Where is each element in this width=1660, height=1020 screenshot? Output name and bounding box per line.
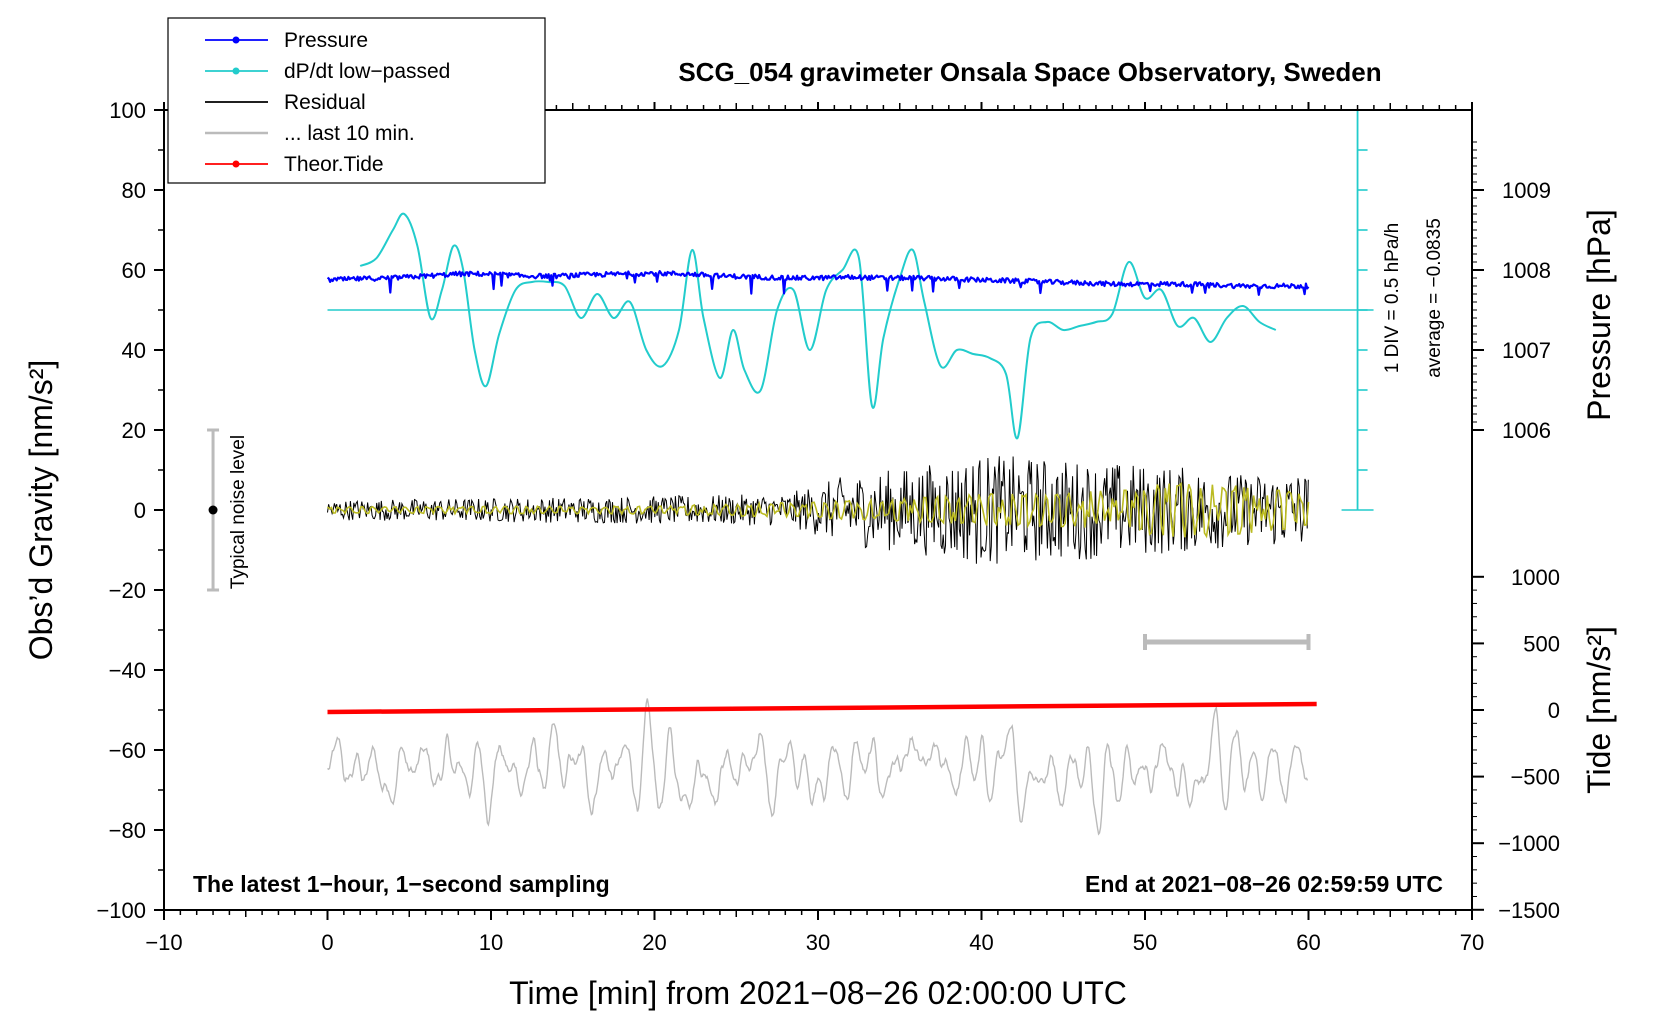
y-tick-label: 100 [109,98,146,123]
axes-layer: −10 0 10 20 30 40 50 60 70100806040200−20−40−60−… [96,98,1560,955]
x-tick-label: 50 [1133,930,1157,955]
legend-label: Residual [284,91,366,114]
y-tick-label: 60 [122,258,146,283]
noise-level-label: Typical noise level [228,435,249,589]
noise-center-dot [208,505,218,515]
y-tick-label: 40 [122,338,146,363]
tide-tick-label: −1000 [1498,831,1560,856]
legend-marker [232,160,240,168]
tide-tick-label: −500 [1510,765,1560,790]
y-tick-label: −80 [109,818,146,843]
series-tide-line [327,701,1317,715]
y-tick-label: −40 [109,658,146,683]
pressure-tick-label: 1009 [1502,178,1551,203]
y-tick-label: 0 [134,498,146,523]
x-tick-label: 70 [1460,930,1484,955]
x-tick-label: 40 [969,930,993,955]
x-tick-label: 0 [321,930,333,955]
tide-tick-label: 0 [1548,698,1560,723]
series-residual-smoothed-line [326,481,1310,539]
x-tick-label: 10 [479,930,503,955]
dpdt-div-label: 1 DIV = 0.5 hPa/h [1382,223,1403,374]
pressure-tick-label: 1006 [1502,418,1551,443]
x-tick-label: −10 [145,930,182,955]
series-last10-line [327,698,1309,836]
y-axis-title-tide: Tide [nm/s²] [1581,626,1617,794]
y-tick-label: −20 [109,578,146,603]
y-tick-label: 80 [122,178,146,203]
x-tick-label: 60 [1296,930,1320,955]
legend-items: Pressure dP/dt low−passed Residual ... last… [205,29,450,176]
chart-title: SCG_054 gravimeter Onsala Space Observat… [678,57,1381,87]
y-tick-label: 20 [122,418,146,443]
series-residual-line [327,456,1309,564]
series-pressure-line [326,270,1310,296]
legend-marker [232,67,240,75]
sampling-note: The latest 1−hour, 1−second sampling [193,871,610,897]
legend-box [167,17,546,184]
y-tick-label: −60 [109,738,146,763]
x-tick-label: 30 [806,930,830,955]
series-layer [207,109,1374,836]
y-tick-label: −100 [96,898,146,923]
end-time-note: End at 2021−08−26 02:59:59 UTC [1085,871,1443,897]
legend-label: Pressure [284,29,368,52]
legend-label: ... last 10 min. [284,122,415,145]
y-axis-title-gravity: Obs’d Gravity [nm/s²] [23,360,59,661]
legend-label: dP/dt low−passed [284,60,450,83]
y-axis-title-pressure: Pressure [hPa] [1581,209,1617,421]
pressure-tick-label: 1007 [1502,338,1551,363]
x-tick-label: 20 [642,930,666,955]
legend-marker [232,36,240,44]
tide-tick-label: −1500 [1498,898,1560,923]
pressure-tick-label: 1008 [1502,258,1551,283]
series-dpdt-line [359,212,1277,440]
tide-tick-label: 500 [1523,631,1560,656]
x-axis-title: Time [min] from 2021−08−26 02:00:00 UTC [509,975,1127,1011]
legend-label: Theor.Tide [284,153,384,176]
legend: Pressure dP/dt low−passed Residual ... last… [167,17,546,184]
tide-tick-label: 1000 [1511,565,1560,590]
dpdt-average-label: average = −0.0835 [1424,218,1445,378]
